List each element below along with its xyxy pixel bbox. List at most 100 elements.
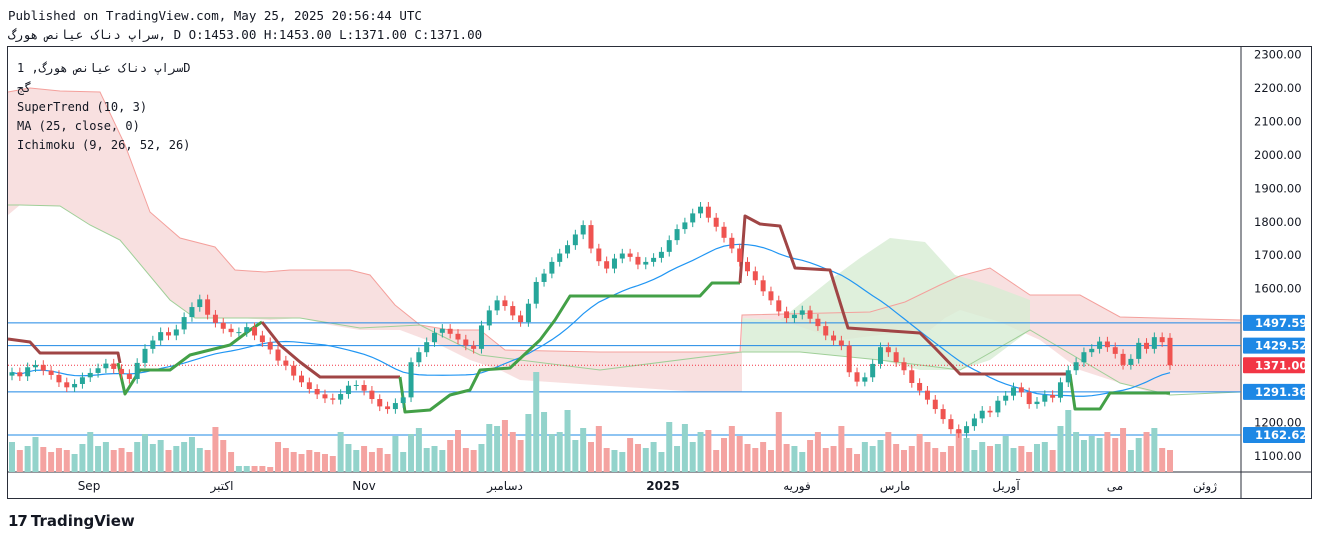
legend-supertrend[interactable]: SuperTrend (10, 3) (17, 100, 148, 114)
volume-bar (267, 467, 274, 472)
level-badge-label-0: 1497.59 (1255, 316, 1307, 330)
volume-bar (486, 424, 493, 472)
volume-bar (102, 442, 109, 472)
legend-ichimoku[interactable]: Ichimoku (9, 26, 52, 26) (17, 138, 191, 152)
volume-bar (564, 410, 571, 472)
volume-bar (807, 440, 814, 472)
volume-bar (619, 452, 626, 472)
volume-bar (627, 438, 634, 472)
candle-body (189, 307, 195, 318)
volume-bar (196, 448, 203, 472)
candle-body (846, 345, 852, 373)
candle-body (713, 217, 719, 227)
volume-bar (470, 450, 477, 472)
volume-bar (251, 466, 258, 472)
candle-body (158, 332, 164, 341)
candle-body (831, 335, 837, 341)
volume-bar (95, 446, 102, 472)
candle-body (486, 310, 492, 326)
candle-body (525, 303, 531, 323)
candle-body (252, 327, 258, 336)
candle-body (455, 333, 461, 340)
volume-bar (126, 452, 133, 472)
candle-body (760, 280, 766, 292)
candle-body (854, 372, 860, 382)
ma-line (11, 243, 1171, 397)
volume-bar (838, 426, 845, 472)
volume-bar (423, 448, 430, 472)
candle-body (596, 248, 602, 262)
candle-body (588, 225, 594, 249)
volume-bar (188, 437, 195, 472)
candle-body (244, 327, 250, 333)
candle-body (690, 213, 696, 223)
volume-bar (947, 446, 954, 472)
supertrend-segment-5 (1068, 373, 1170, 411)
volume-bar (721, 438, 728, 472)
volume-bar (533, 372, 540, 472)
candle-body (361, 384, 367, 391)
volume-bar (1073, 432, 1080, 472)
ichimoku-span-b (8, 204, 1241, 396)
volume-bar (525, 414, 532, 472)
level-badge-label-4: 1162.62 (1255, 428, 1307, 442)
volume-bar (1112, 438, 1119, 472)
level-badge-3 (1243, 383, 1305, 400)
volume-bar (580, 428, 587, 472)
volume-bar (118, 448, 125, 472)
candle-body (1097, 341, 1103, 349)
volume-bar (384, 454, 391, 472)
brand-name: TradingView (30, 512, 135, 530)
volume-bar (994, 444, 1001, 472)
candle-body (314, 389, 320, 395)
candle-body (611, 258, 617, 269)
volume-bar (987, 446, 994, 472)
tv-logo-icon: 𝟭𝟳 (8, 512, 28, 530)
candle-body (392, 403, 398, 410)
candle-body (56, 374, 62, 383)
candle-body (1057, 382, 1063, 398)
volume-bar (40, 447, 47, 472)
volume-bar (1159, 448, 1166, 472)
volume-bar (48, 452, 55, 472)
candle-body (604, 261, 610, 269)
candle-body (87, 372, 93, 378)
candle-body (95, 368, 101, 373)
volume-bar (173, 446, 180, 472)
candle-body (1050, 395, 1056, 398)
volume-bar (431, 446, 438, 472)
candle-body (299, 375, 304, 383)
legend-ma[interactable]: MA (25, close, 0) (17, 119, 140, 133)
supertrend-segment-2 (260, 321, 400, 379)
volume-bar (368, 452, 375, 472)
volume-bar (1167, 450, 1173, 472)
volume-bar (337, 432, 344, 472)
y-tick-label: 2200.00 (1254, 81, 1302, 95)
candle-body (408, 362, 414, 398)
candle-body (72, 383, 78, 388)
volume-bar (932, 448, 939, 472)
volume-bar (408, 434, 415, 472)
candle-body (1073, 362, 1079, 371)
volume-bar (345, 444, 352, 472)
candle-body (416, 352, 422, 363)
volume-bar (1135, 438, 1142, 472)
volume-bar (509, 432, 516, 472)
volume-bar (572, 440, 579, 472)
volume-bar (282, 448, 289, 472)
candle-body (643, 261, 649, 265)
volume-bar (400, 452, 407, 472)
candle-body (463, 339, 469, 346)
volume-bar (877, 440, 884, 472)
level-badge-label-2: 1371.00 (1255, 358, 1307, 372)
level-badge-1 (1243, 337, 1305, 354)
candle-body (752, 271, 758, 281)
tradingview-brand[interactable]: 𝟭𝟳 TradingView (8, 512, 135, 530)
candle-body (971, 418, 977, 427)
volume-bar (822, 448, 829, 472)
volume-bar (1049, 450, 1056, 472)
volume-bar (689, 442, 696, 472)
volume-bar (955, 430, 962, 472)
volume-bar (415, 428, 422, 472)
